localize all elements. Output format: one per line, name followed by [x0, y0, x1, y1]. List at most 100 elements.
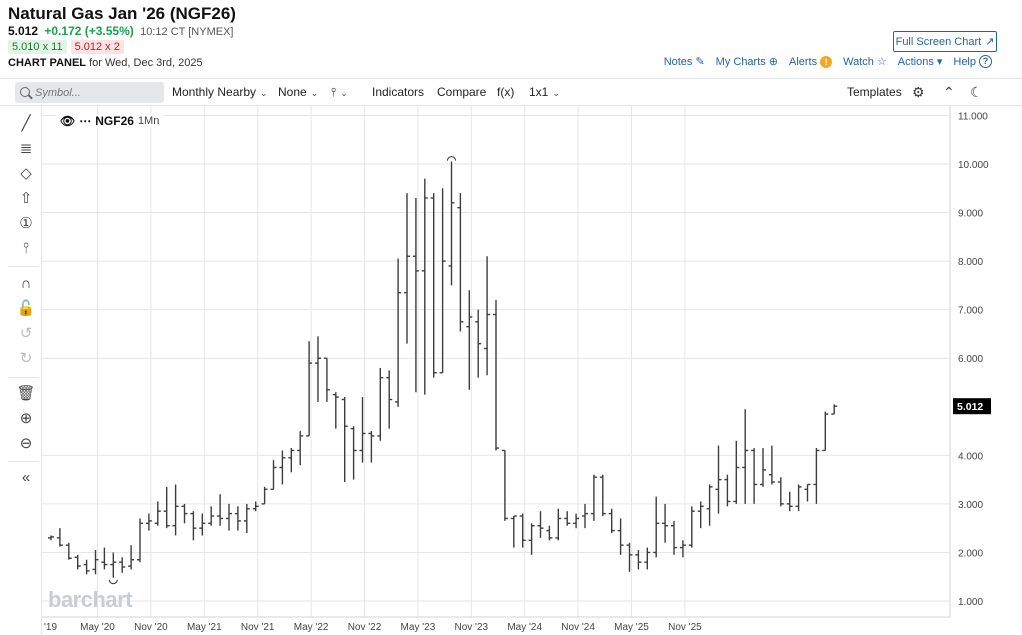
panel-date: for Wed, Dec 3rd, 2025	[89, 57, 203, 69]
ohlc-bar	[279, 450, 286, 485]
my-charts-link[interactable]: My Charts ⊕	[715, 55, 778, 69]
collapse-toolbar-icon[interactable]: «	[21, 469, 31, 486]
unlock-icon[interactable]: 🔓	[16, 300, 36, 317]
ohlc-bar	[733, 440, 740, 504]
chart-legend: 👁 ⋯ NGF26 1Mn	[56, 114, 164, 128]
function-button[interactable]: f(x)	[497, 85, 515, 99]
watch-label: Watch	[843, 55, 874, 68]
ask-badge: 5.012 x 2	[70, 40, 124, 54]
ohlc-bar	[350, 426, 357, 480]
y-tick-label: 3.000	[958, 500, 983, 511]
ohlc-bar	[421, 178, 428, 395]
pencil-icon: ✎	[695, 56, 705, 68]
dark-mode-moon-icon[interactable]: ☾	[970, 84, 983, 100]
ohlc-bar	[706, 484, 713, 526]
ohlc-bar	[528, 523, 535, 555]
zoom-in-icon[interactable]: ⊕	[19, 410, 33, 427]
chart-area[interactable]: 11.000 10.000 9.000 8.000 7.000 6.000 4.000 3.0…	[42, 106, 1022, 635]
ohlc-bar	[137, 518, 143, 563]
chevron-down-icon: ⌄	[260, 88, 268, 98]
bar-type-dropdown[interactable]: ⫯ ⌄	[331, 85, 348, 100]
line-tool-icon[interactable]: ╱	[21, 115, 31, 132]
ohlc-bar	[697, 501, 704, 529]
layout-label: 1x1	[529, 85, 549, 99]
measure-tool-icon[interactable]: ⫯	[22, 240, 30, 257]
ohlc-bar	[315, 336, 321, 402]
x-tick-label: May '23	[401, 622, 436, 633]
ohlc-bar	[742, 409, 749, 504]
ohlc-bar	[92, 550, 99, 575]
star-icon: ☆	[876, 56, 887, 68]
ohlc-bar	[243, 503, 250, 534]
help-link[interactable]: Help?	[953, 55, 992, 68]
ohlc-bar	[226, 503, 232, 531]
templates-button[interactable]: Templates	[847, 85, 902, 99]
ohlc-bar	[617, 518, 624, 555]
last-price: 5.012	[8, 24, 39, 38]
last-price-label: 5.012	[957, 401, 983, 413]
notes-label: Notes	[663, 55, 693, 68]
zoom-out-icon[interactable]: ⊖	[19, 435, 33, 452]
overlay-dropdown[interactable]: None ⌄	[278, 85, 318, 99]
undo-icon[interactable]: ↺	[19, 325, 33, 342]
ohlc-bar	[119, 557, 126, 573]
trash-icon[interactable]: 🗑	[16, 385, 36, 402]
gear-icon[interactable]: ⚙	[912, 84, 925, 100]
my-charts-label: My Charts	[715, 55, 766, 68]
shape-tool-icon[interactable]: ◇	[20, 165, 32, 182]
period-dropdown[interactable]: Monthly Nearby ⌄	[172, 85, 268, 99]
ohlc-bar	[217, 494, 224, 526]
help-icon: ?	[979, 55, 992, 68]
full-screen-label: Full Screen Chart	[895, 35, 982, 48]
ohlc-bar	[199, 513, 206, 536]
ohlc-bar	[270, 460, 277, 491]
bid-ask: 5.010 x 11 5.012 x 2	[8, 40, 124, 54]
y-tick-label: 4.000	[958, 451, 983, 462]
y-tick-label: 6.000	[958, 354, 983, 365]
ohlc-bar	[724, 474, 731, 507]
magnet-icon[interactable]: ∩	[20, 275, 32, 292]
alerts-label: Alerts	[789, 55, 818, 68]
more-icon[interactable]: ⋯	[79, 114, 92, 128]
x-tick-label: May '22	[294, 622, 329, 633]
ohlc-bar	[662, 503, 669, 543]
arrow-up-tool-icon[interactable]: ⇧	[19, 190, 33, 207]
ohlc-bar	[777, 477, 784, 507]
ohlc-bar	[190, 511, 197, 541]
number-marker-icon[interactable]: ①	[19, 215, 33, 232]
symbol-search-input[interactable]	[15, 82, 164, 103]
toolbar-divider	[8, 377, 38, 378]
ohlc-bar	[804, 483, 811, 502]
redo-icon[interactable]: ↻	[19, 350, 33, 367]
quote-time: 10:12 CT [NYMEX]	[140, 26, 234, 38]
full-screen-chart-button[interactable]: Full Screen Chart ↗	[893, 31, 997, 52]
price-chart[interactable]: 11.000 10.000 9.000 8.000 7.000 6.000 4.000 3.0…	[42, 106, 1022, 635]
ohlc-bar	[430, 193, 437, 378]
alerts-link[interactable]: Alerts!	[789, 55, 833, 68]
compare-button[interactable]: Compare	[437, 85, 487, 99]
ohlc-bar	[795, 484, 802, 512]
period-label: Monthly Nearby	[172, 85, 257, 99]
layout-dropdown[interactable]: 1x1 ⌄	[529, 85, 560, 99]
overlay-label: None	[278, 85, 307, 99]
chevron-down-icon: ⌄	[552, 88, 560, 98]
quote-line: 5.012 +0.172 (+3.55%) 10:12 CT [NYMEX]	[8, 24, 233, 38]
y-tick-label: 11.000	[958, 111, 988, 122]
panel-label: CHART PANEL	[8, 57, 87, 69]
indicators-button[interactable]: Indicators	[372, 85, 425, 99]
actions-menu[interactable]: Actions ▾	[898, 55, 943, 69]
fib-tool-icon[interactable]: ≣	[19, 140, 33, 157]
y-tick-label: 7.000	[958, 306, 983, 317]
last-price-badge	[953, 398, 991, 415]
eye-icon[interactable]: 👁	[60, 114, 76, 128]
ohlc-bar	[760, 448, 766, 487]
x-tick-label: May '24	[507, 622, 542, 633]
search-icon	[20, 87, 30, 97]
ohlc-bar	[332, 392, 339, 429]
ohlc-bar	[475, 309, 482, 378]
ohlc-bar	[83, 559, 90, 575]
notes-link[interactable]: Notes ✎	[663, 55, 705, 69]
watch-link[interactable]: Watch ☆	[843, 55, 887, 69]
collapse-up-icon[interactable]: ⌃	[943, 84, 955, 100]
ohlc-bar	[110, 552, 117, 578]
